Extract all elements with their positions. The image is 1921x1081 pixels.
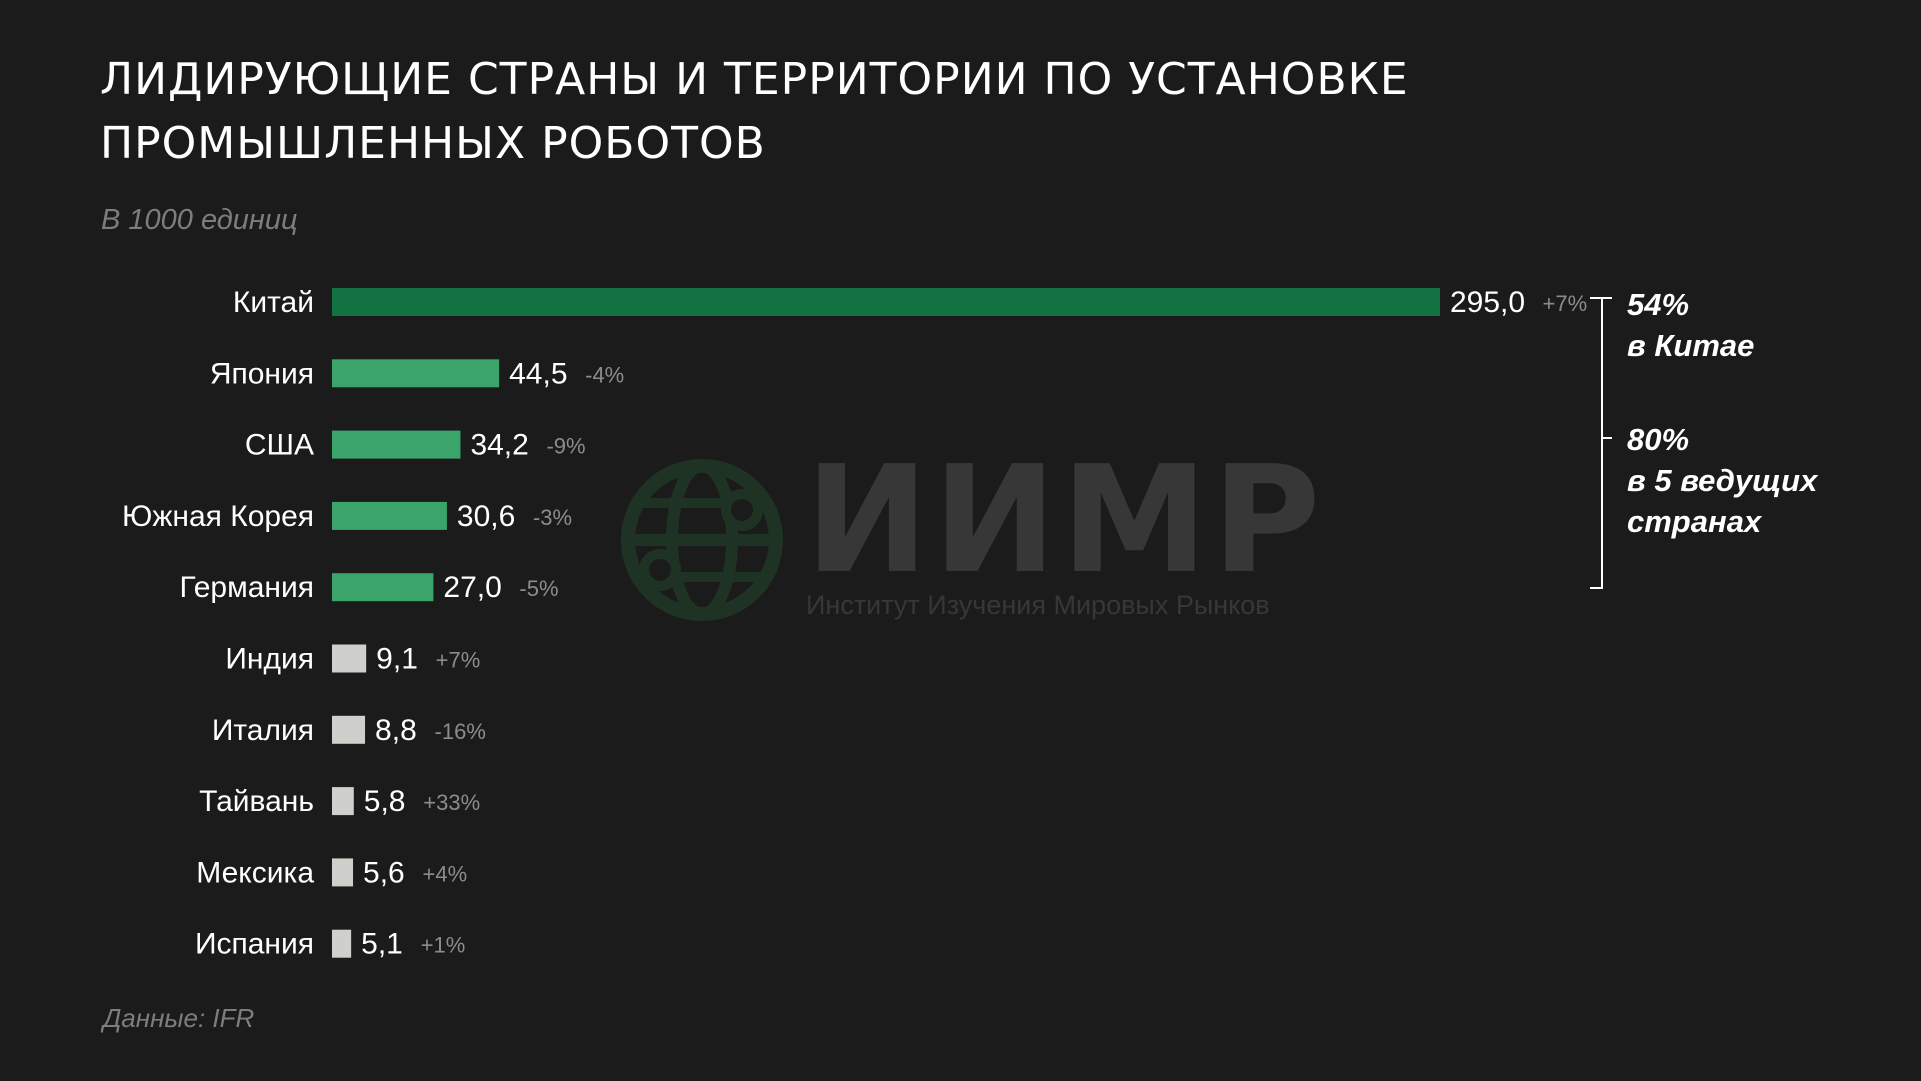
change-label: -9% bbox=[546, 434, 585, 459]
bar bbox=[332, 430, 461, 459]
bar bbox=[332, 858, 354, 887]
annotation-top5-pct: 80% bbox=[1627, 422, 1690, 457]
category-label: Китай bbox=[233, 286, 314, 319]
bar bbox=[332, 288, 1440, 316]
watermark-tagline: Институт Изучения Мировых Рынков bbox=[806, 590, 1270, 620]
watermark: ИИМР Институт Изучения Мировых Рынков bbox=[620, 446, 1320, 628]
value-label: 5,6 bbox=[363, 856, 405, 889]
value-label: 44,5 bbox=[509, 357, 567, 390]
change-label: +7% bbox=[1543, 291, 1588, 316]
value-label: 30,6 bbox=[457, 500, 515, 533]
value-label: 295,0 bbox=[1450, 286, 1525, 319]
bar bbox=[332, 573, 434, 602]
bar bbox=[332, 787, 354, 816]
category-label: Индия bbox=[225, 643, 314, 676]
change-label: +4% bbox=[423, 861, 468, 886]
change-label: -4% bbox=[585, 362, 624, 387]
annotation-top5-text-line-1: в 5 ведущих bbox=[1627, 463, 1818, 498]
value-label: 8,8 bbox=[375, 714, 417, 747]
annotation-china-share: 54% в Китае bbox=[1627, 284, 1754, 366]
annotation-top5-share: 80% в 5 ведущих странах bbox=[1627, 419, 1817, 542]
value-label: 9,1 bbox=[376, 643, 418, 676]
change-label: +1% bbox=[421, 933, 466, 958]
data-source: Данные: IFR bbox=[103, 1003, 255, 1033]
bar bbox=[332, 359, 500, 388]
change-label: +7% bbox=[436, 648, 481, 673]
category-label: США bbox=[245, 429, 314, 462]
change-label: -5% bbox=[519, 576, 558, 601]
category-label: Италия bbox=[212, 714, 314, 747]
watermark-name: ИИМР bbox=[805, 434, 1325, 606]
change-label: +33% bbox=[423, 790, 480, 815]
category-label: Испания bbox=[195, 928, 314, 961]
annotation-china-text: в Китае bbox=[1627, 328, 1755, 363]
category-label: Южная Корея bbox=[122, 500, 314, 533]
globe-logo-icon bbox=[621, 459, 783, 621]
bar bbox=[332, 929, 352, 958]
chart-title-line-2: ПРОМЫШЛЕННЫХ РОБОТОВ bbox=[100, 118, 766, 169]
category-label: Тайвань bbox=[199, 785, 314, 818]
value-label: 27,0 bbox=[443, 571, 501, 604]
value-label: 5,1 bbox=[361, 928, 403, 961]
change-label: -16% bbox=[435, 719, 486, 744]
top5-bracket bbox=[1590, 297, 1603, 589]
annotation-china-pct: 54% bbox=[1627, 287, 1690, 322]
bar bbox=[332, 715, 366, 744]
chart-title-line-1: ЛИДИРУЮЩИЕ СТРАНЫ И ТЕРРИТОРИИ ПО УСТАНО… bbox=[100, 54, 1409, 105]
bar bbox=[332, 501, 447, 530]
category-label: Япония bbox=[210, 357, 314, 390]
chart-title: ЛИДИРУЮЩИЕ СТРАНЫ И ТЕРРИТОРИИ ПО УСТАНО… bbox=[100, 48, 1600, 176]
value-label: 34,2 bbox=[470, 429, 528, 462]
category-label: Мексика bbox=[196, 856, 314, 889]
change-label: -3% bbox=[533, 505, 572, 530]
annotation-top5-text-line-2: странах bbox=[1627, 504, 1762, 539]
category-label: Германия bbox=[180, 571, 315, 604]
chart-subtitle: В 1000 единиц bbox=[101, 204, 298, 236]
value-label: 5,8 bbox=[364, 785, 406, 818]
bar bbox=[332, 644, 367, 673]
